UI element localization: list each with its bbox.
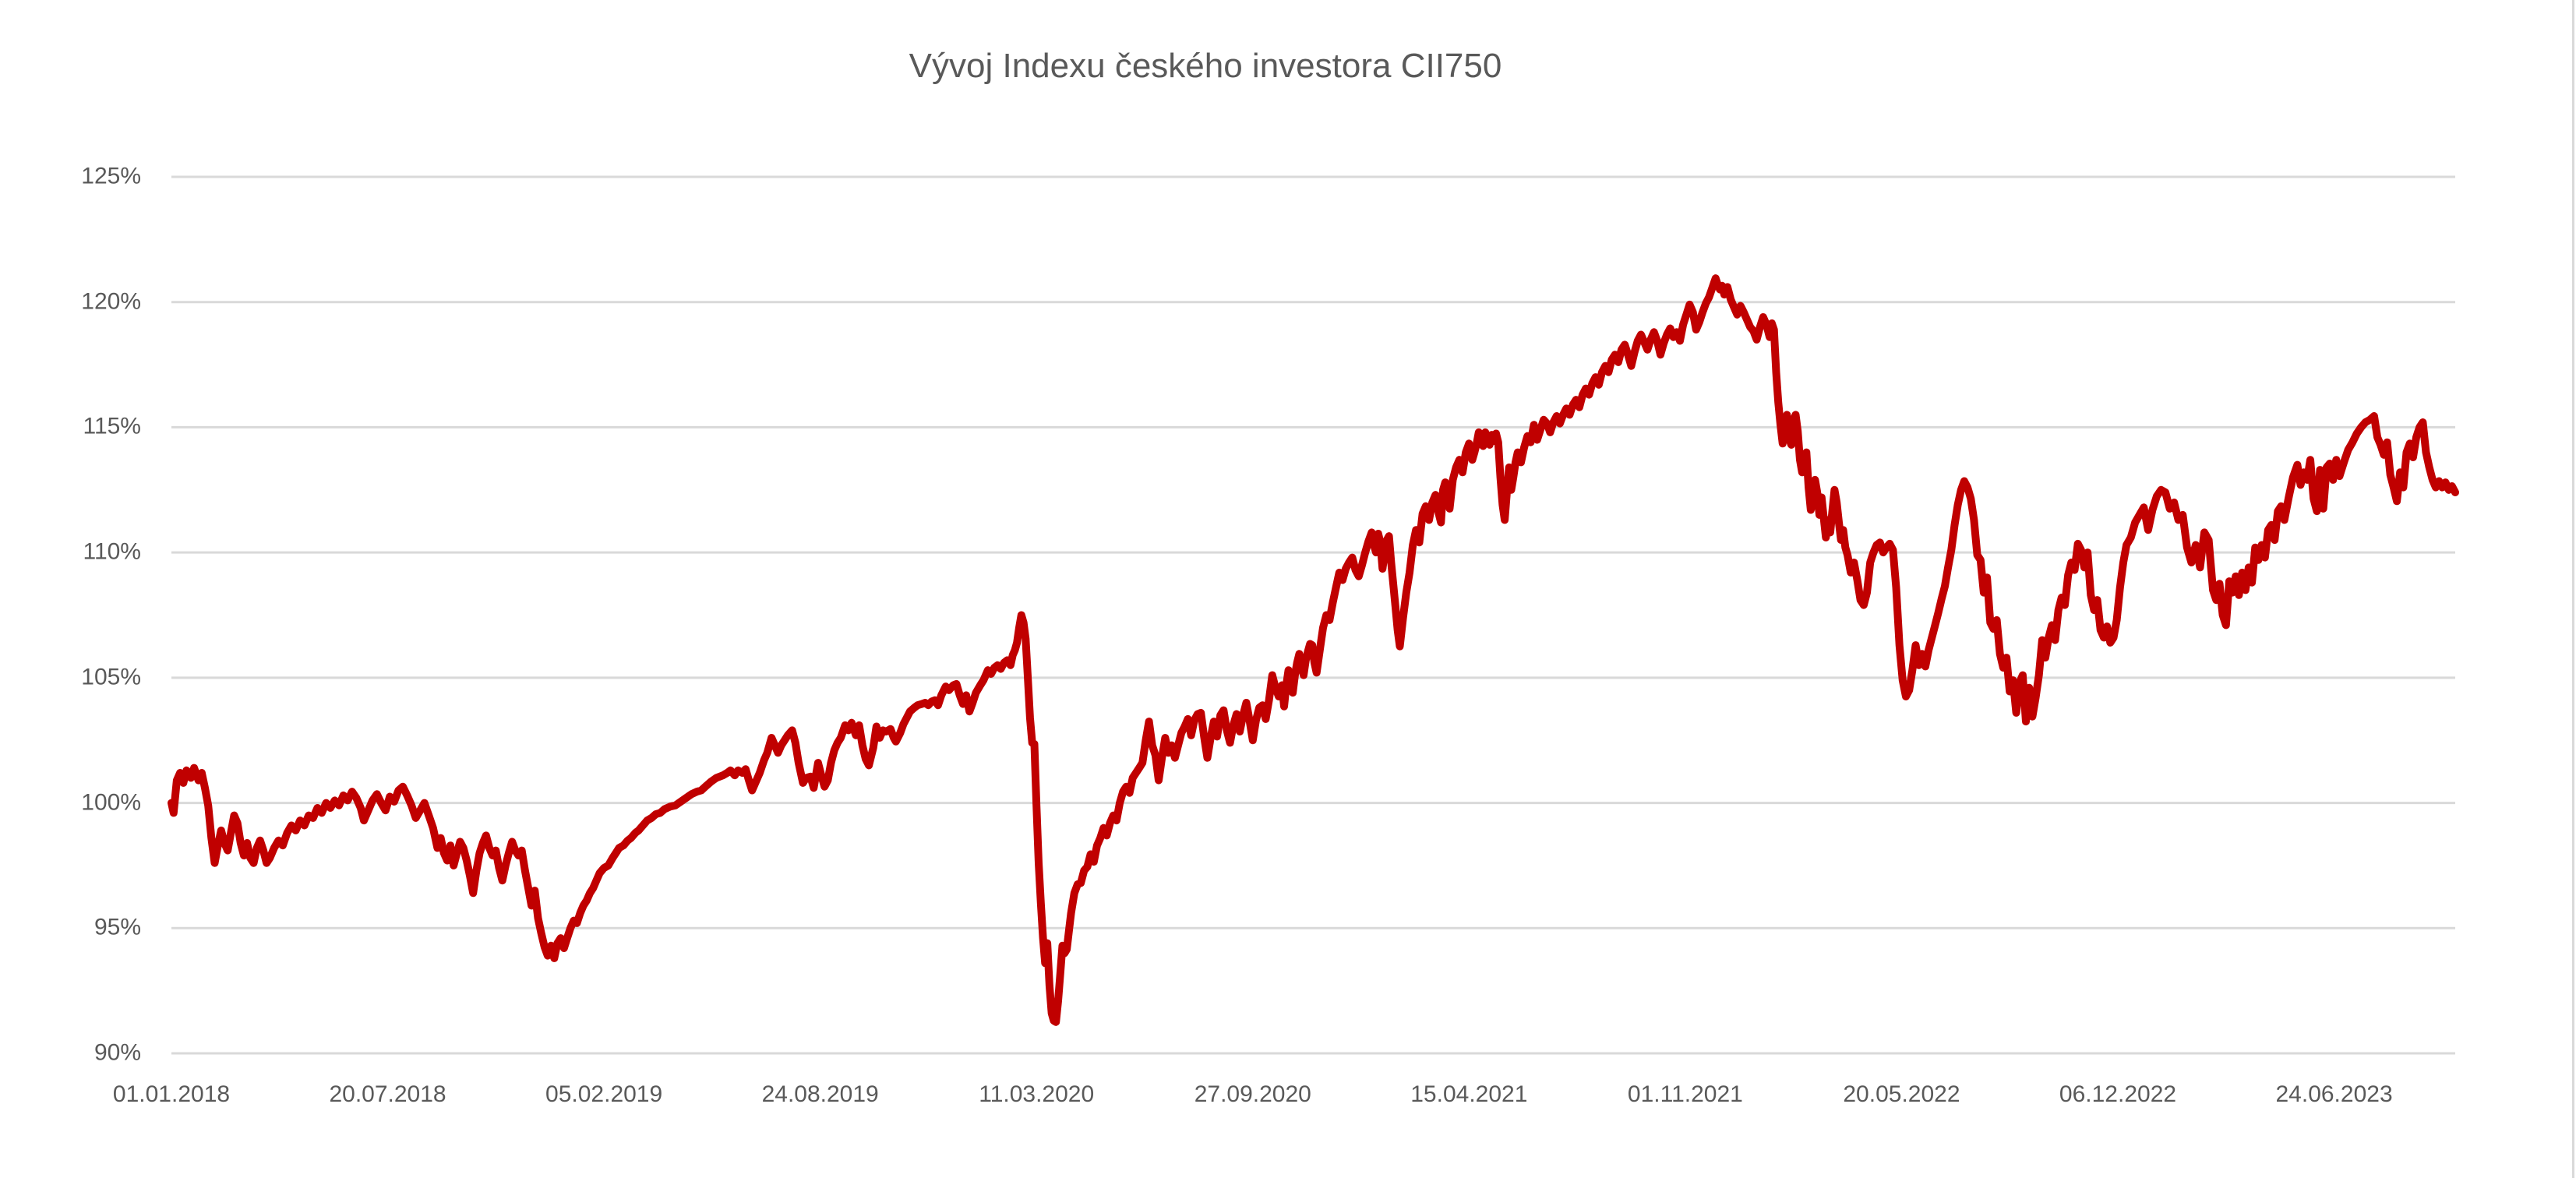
y-tick-label: 120%: [81, 288, 141, 315]
x-tick-label: 11.03.2020: [979, 1081, 1095, 1107]
y-tick-label: 125%: [81, 163, 141, 189]
index-line-cii750: [168, 274, 2459, 1026]
x-tick-label: 24.06.2023: [2275, 1081, 2393, 1107]
y-tick-label: 110%: [83, 538, 141, 565]
y-tick-label: 105%: [81, 664, 141, 690]
window-right-edge: [2572, 0, 2574, 1178]
x-tick-label: 01.11.2021: [1627, 1081, 1743, 1107]
y-tick-label: 100%: [81, 788, 141, 815]
x-tick-label: 06.12.2022: [2059, 1081, 2177, 1107]
x-tick-label: 24.08.2019: [761, 1081, 879, 1107]
x-tick-label: 20.07.2018: [329, 1081, 446, 1107]
y-tick-label: 115%: [83, 413, 141, 439]
y-tick-label: 95%: [94, 914, 141, 940]
x-tick-label: 01.01.2018: [112, 1081, 231, 1107]
chart-title: Vývoj Indexu českého investora CII750: [909, 47, 1502, 85]
x-tick-label: 20.05.2022: [1843, 1081, 1960, 1107]
x-tick-label: 15.04.2021: [1410, 1081, 1528, 1107]
x-tick-label: 05.02.2019: [545, 1081, 663, 1107]
x-tick-label: 27.09.2020: [1194, 1081, 1311, 1107]
y-tick-label: 90%: [94, 1039, 141, 1066]
